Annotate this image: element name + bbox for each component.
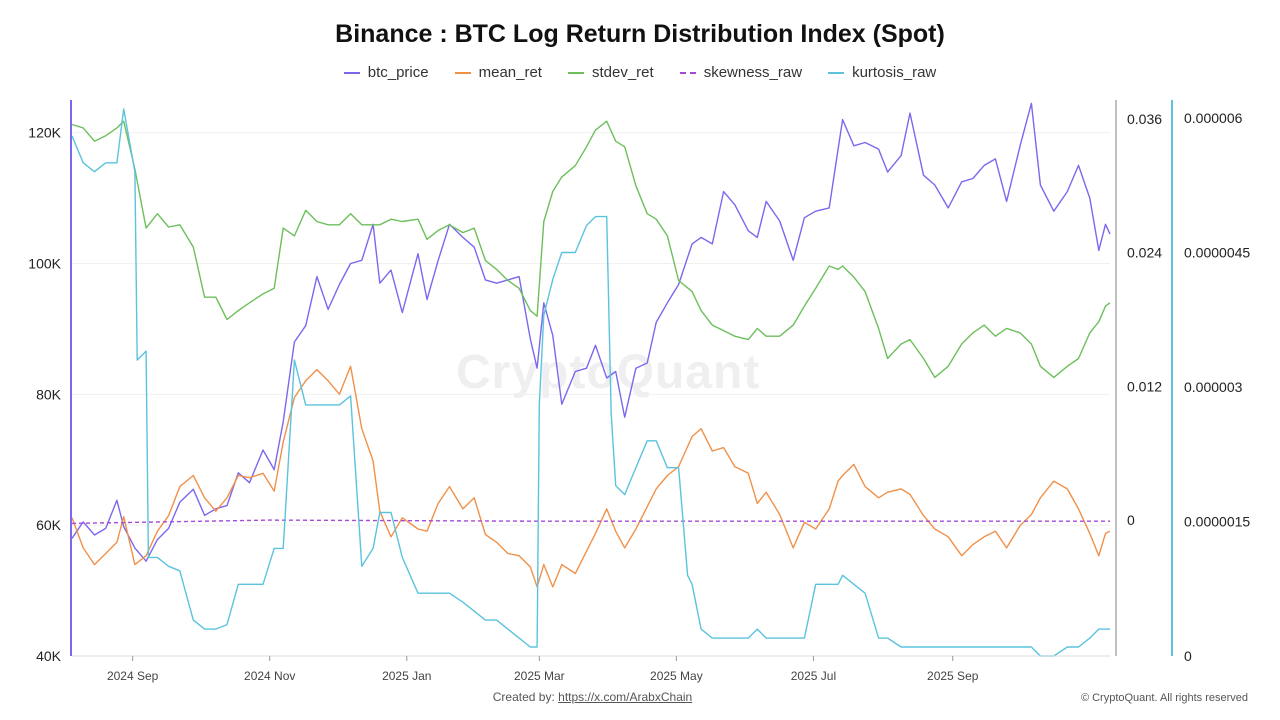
legend-label-kurtosis-raw: kurtosis_raw — [852, 64, 937, 81]
legend-swatch-stdev-ret — [567, 71, 584, 74]
right-axis-1-tick-label: 0.036 — [1127, 111, 1162, 127]
right-axis-2-tick-label: 0.000006 — [1184, 110, 1243, 126]
left-axis-tick-label: 60K — [36, 517, 62, 533]
left-axis-tick-label: 100K — [28, 256, 61, 272]
legend-item-btc-price[interactable]: btc_price — [343, 64, 429, 81]
x-axis-tick-label: 2025 Jan — [382, 669, 431, 683]
legend-item-skewness-raw[interactable]: skewness_raw — [679, 64, 803, 81]
legend-item-mean-ret[interactable]: mean_ret — [454, 64, 542, 81]
series-line-mean-ret — [71, 365, 1111, 588]
series-line-skewness-raw — [71, 519, 1110, 525]
legend-label-skewness-raw: skewness_raw — [703, 64, 803, 81]
right-axis-2-tick-label: 0.0000015 — [1184, 513, 1250, 529]
footer-created-by: Created by: — [492, 690, 555, 704]
right-axis-2-tick-label: 0.000003 — [1184, 379, 1243, 395]
series-layer — [71, 102, 1111, 657]
left-axis-tick-label: 120K — [28, 125, 61, 141]
legend-swatch-skewness-raw — [679, 71, 696, 74]
x-axis-tick-label: 2025 May — [650, 669, 703, 683]
left-axis-tick-label: 80K — [36, 386, 62, 402]
grid — [72, 132, 1110, 657]
right-axis-1-tick-label: 0 — [1127, 512, 1135, 528]
right-axis-2-tick-label: 0 — [1184, 648, 1192, 664]
legend-item-stdev-ret[interactable]: stdev_ret — [567, 64, 654, 81]
x-axis-tick-label: 2025 Sep — [927, 669, 979, 683]
x-axis-tick-label: 2024 Sep — [107, 669, 159, 683]
legend-swatch-mean-ret — [454, 71, 471, 74]
copyright: © CryptoQuant. All rights reserved — [1080, 692, 1248, 704]
x-axis-tick-label: 2025 Mar — [514, 669, 565, 683]
series-line-stdev-ret — [71, 120, 1111, 379]
left-axis-tick-label: 40K — [36, 648, 62, 664]
footer-link[interactable]: https://x.com/ArabxChain — [558, 690, 693, 704]
axes-layer: 40K 60K 80K 100K 120K 0 0.012 0.024 0.036 0 0.0000… — [28, 100, 1250, 683]
series-line-kurtosis-raw — [71, 108, 1110, 657]
legend-swatch-btc-price — [343, 71, 360, 74]
right-axis-1-tick-label: 0.012 — [1127, 378, 1162, 394]
right-axis-2-tick-label: 0.0000045 — [1184, 244, 1250, 260]
legend-item-kurtosis-raw[interactable]: kurtosis_raw — [828, 64, 936, 81]
right-axis-1-tick-label: 0.024 — [1127, 245, 1162, 261]
series-line-btc-price — [71, 102, 1111, 562]
chart-title: Binance : BTC Log Return Distribution In… — [335, 20, 945, 48]
x-axis-tick-label: 2024 Nov — [244, 669, 295, 683]
legend-swatch-kurtosis-raw — [828, 71, 845, 74]
legend-label-mean-ret: mean_ret — [478, 64, 542, 81]
legend-label-btc-price: btc_price — [367, 64, 429, 81]
chart-legend: btc_price mean_ret stdev_ret skewness_ra… — [0, 64, 1280, 81]
x-axis-tick-label: 2025 Jul — [791, 669, 836, 683]
legend-label-stdev-ret: stdev_ret — [591, 64, 654, 81]
footer-credit: Created by: https://x.com/ArabxChain — [0, 690, 1185, 704]
